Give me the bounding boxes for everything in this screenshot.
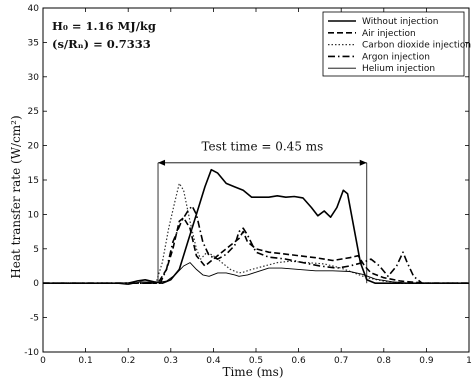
series-without-injection (43, 168, 469, 284)
legend: Without injection Air injection Carbon dio… (322, 11, 471, 77)
x-tick-label: 0.9 (419, 356, 434, 366)
y-axis-title: Heat transfer rate (W/cm²) (9, 115, 23, 278)
legend-label-without-injection: Without injection (362, 17, 438, 27)
legend-label-argon-injection: Argon injection (362, 52, 430, 62)
y-tick-label: 10 (28, 210, 40, 220)
y-tick-label: 35 (28, 38, 39, 48)
test-time-label: Test time = 0.45 ms (201, 139, 323, 153)
x-axis-title: Time (ms) (222, 365, 283, 379)
x-tick-label: 0.6 (291, 356, 306, 366)
y-tick-label: 40 (28, 4, 40, 14)
x-tick-label: 0.8 (377, 356, 392, 366)
ratio-annotation: (s/Rₙ) = 0.7333 (52, 37, 151, 51)
test-time-left-arrowhead (158, 159, 166, 166)
x-tick-label: 0 (40, 356, 46, 366)
legend-label-air-injection: Air injection (362, 29, 416, 39)
x-tick-label: 0.1 (78, 356, 92, 366)
axes-layer: 0 0.1 0.2 0.3 0.4 0.5 0.6 0.7 0.8 0.9 1 -10 -5 0 5 10 15… (24, 4, 472, 366)
x-tick-label: 0.3 (164, 356, 178, 366)
x-tick-label: 0.7 (334, 356, 348, 366)
series-air-injection (43, 217, 469, 284)
x-tick-label: 0.5 (249, 356, 263, 366)
x-tick-label: 0.4 (206, 356, 221, 366)
x-tick-label: 1 (466, 356, 472, 366)
plot-layer (43, 159, 469, 286)
y-tick-label: -10 (24, 348, 39, 358)
y-tick-label: 5 (33, 245, 39, 255)
x-tick-label: 0.2 (121, 356, 135, 366)
y-tick-label: 30 (28, 73, 40, 83)
y-tick-label: 25 (28, 107, 39, 117)
legend-label-helium-injection: Helium injection (362, 64, 435, 74)
y-tick-label: 15 (28, 176, 39, 186)
legend-label-carbon-dioxide-injection: Carbon dioxide injection (362, 41, 471, 51)
series-carbon-dioxide-injection (43, 182, 469, 284)
test-time-right-arrowhead (359, 159, 367, 166)
series-argon-injection (43, 205, 469, 284)
series-helium-injection (43, 262, 469, 286)
ho-annotation: H₀ = 1.16 MJ/kg (52, 19, 156, 33)
y-tick-label: -5 (30, 314, 39, 324)
y-tick-label: 0 (33, 279, 39, 289)
y-tick-label: 20 (28, 142, 40, 152)
